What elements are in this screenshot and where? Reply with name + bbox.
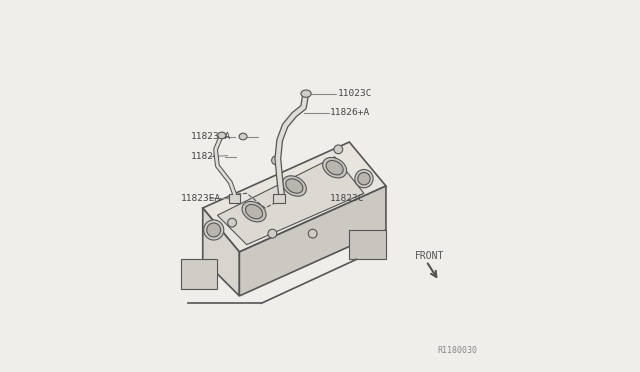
- Text: 11823C: 11823C: [330, 194, 365, 203]
- Ellipse shape: [218, 132, 226, 139]
- Text: R1180030: R1180030: [438, 346, 477, 355]
- Text: 11823EA: 11823EA: [180, 194, 221, 203]
- Ellipse shape: [358, 173, 370, 185]
- Text: FRONT: FRONT: [415, 251, 445, 261]
- Polygon shape: [203, 142, 386, 252]
- Circle shape: [228, 218, 236, 227]
- FancyBboxPatch shape: [230, 194, 240, 203]
- Text: 11826+A: 11826+A: [330, 108, 371, 117]
- Circle shape: [308, 229, 317, 238]
- Circle shape: [268, 229, 276, 238]
- Text: 11823EA: 11823EA: [191, 132, 231, 141]
- Polygon shape: [239, 186, 386, 296]
- Circle shape: [271, 156, 280, 165]
- FancyBboxPatch shape: [273, 194, 285, 203]
- Polygon shape: [180, 259, 218, 289]
- Ellipse shape: [242, 202, 266, 222]
- Ellipse shape: [207, 223, 221, 237]
- Ellipse shape: [239, 133, 247, 140]
- Ellipse shape: [326, 160, 343, 175]
- Ellipse shape: [323, 157, 347, 178]
- Polygon shape: [218, 157, 364, 245]
- Polygon shape: [349, 230, 386, 259]
- Ellipse shape: [204, 220, 224, 240]
- Text: 11826: 11826: [191, 152, 220, 161]
- Ellipse shape: [301, 90, 311, 97]
- Polygon shape: [203, 208, 239, 296]
- Ellipse shape: [246, 205, 262, 219]
- Text: 11023C: 11023C: [337, 89, 372, 98]
- Ellipse shape: [286, 179, 303, 193]
- Ellipse shape: [355, 170, 373, 188]
- Ellipse shape: [282, 176, 307, 196]
- Circle shape: [334, 145, 342, 154]
